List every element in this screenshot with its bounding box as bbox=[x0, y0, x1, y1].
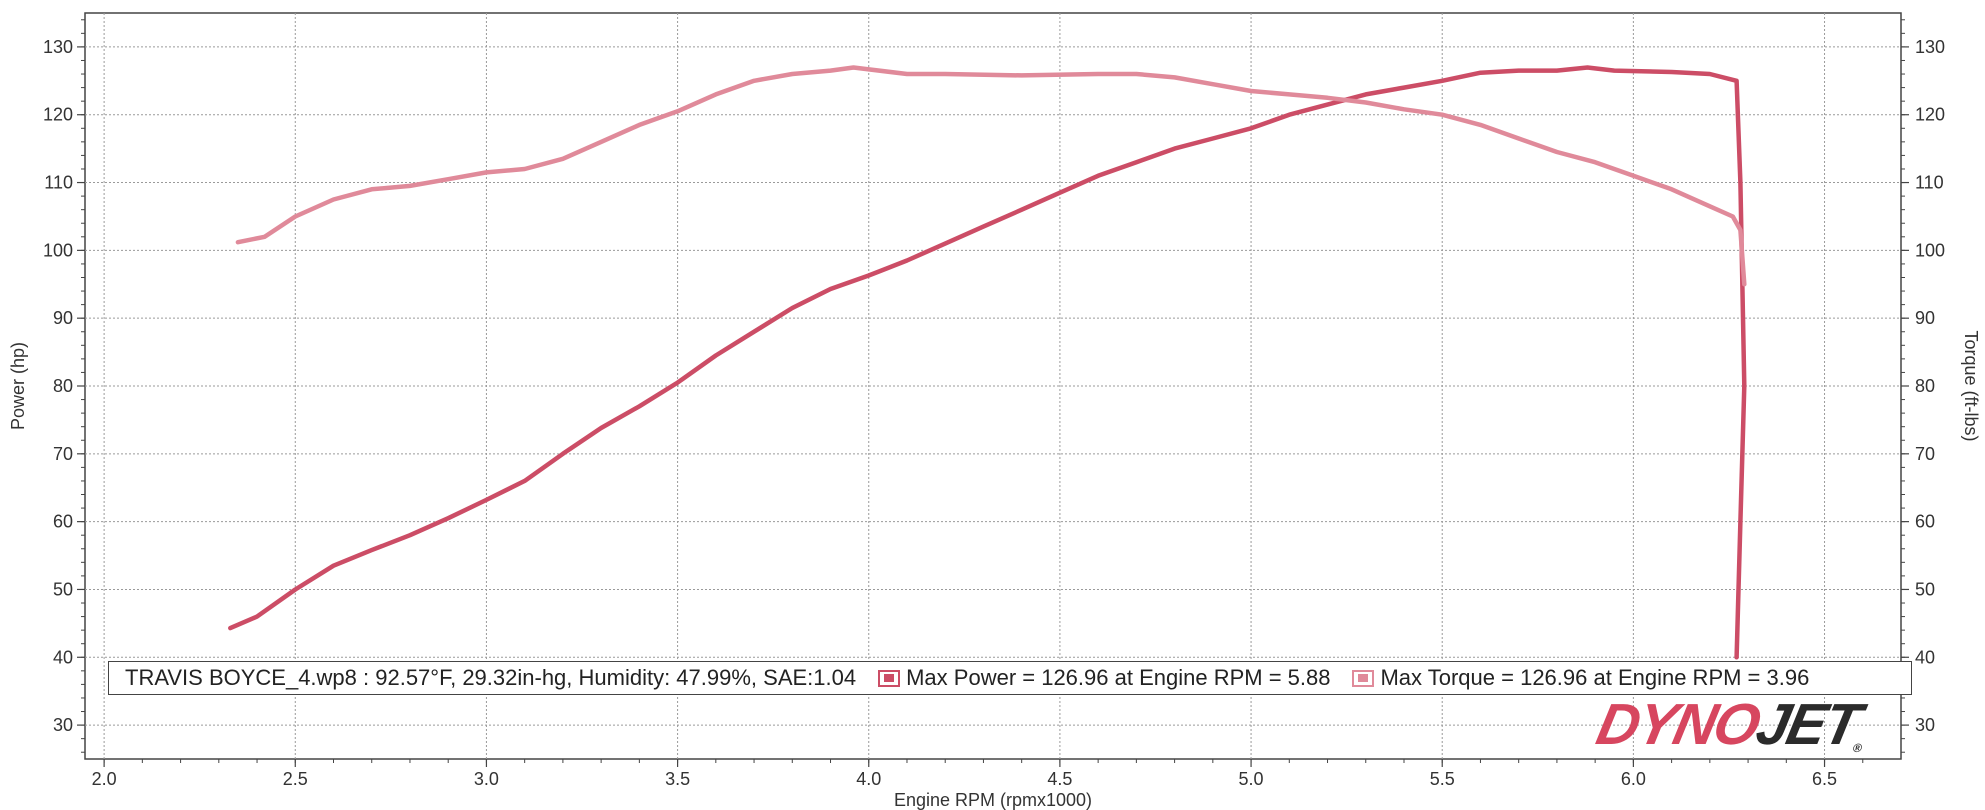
y-axis-ticks: 30 40 50 60 70 80 90 100 110 120 130 bbox=[43, 37, 85, 735]
y-tick-label: 110 bbox=[44, 173, 73, 193]
y-tick-label: 40 bbox=[53, 647, 73, 667]
legend-power-swatch bbox=[878, 669, 901, 687]
y-tick-label: 70 bbox=[53, 444, 73, 464]
x-tick-label: 5.0 bbox=[1239, 769, 1264, 789]
logo-dyno: DYNO bbox=[1591, 692, 1765, 757]
y2-axis-ticks: 30 40 50 60 70 80 90 100 110 120 130 bbox=[1901, 37, 1945, 735]
y-tick-label: 50 bbox=[53, 579, 73, 599]
logo-jet: JET bbox=[1750, 692, 1865, 757]
x-tick-label: 3.5 bbox=[665, 769, 690, 789]
legend-box: TRAVIS BOYCE_4.wp8 : 92.57°F, 29.32in-hg… bbox=[108, 661, 1912, 695]
y2-tick-label: 90 bbox=[1915, 308, 1935, 328]
legend-torque-label: Max Torque = 126.96 at Engine RPM = 3.96 bbox=[1380, 665, 1810, 690]
y-tick-label: 120 bbox=[43, 105, 73, 125]
x-axis-label: Engine RPM (rpmx1000) bbox=[894, 790, 1092, 810]
power-curve bbox=[228, 65, 1747, 660]
y2-tick-label: 50 bbox=[1915, 579, 1935, 599]
y2-tick-label: 100 bbox=[1915, 240, 1945, 260]
y2-tick-label: 60 bbox=[1915, 512, 1935, 532]
x-tick-label: 4.5 bbox=[1047, 769, 1072, 789]
y2-tick-label: 130 bbox=[1915, 37, 1945, 57]
y2-tick-label: 80 bbox=[1915, 376, 1935, 396]
x-tick-label: 4.0 bbox=[856, 769, 881, 789]
x-tick-label: 5.5 bbox=[1430, 769, 1455, 789]
series-group bbox=[228, 65, 1747, 660]
x-tick-label: 2.0 bbox=[92, 769, 117, 789]
y-tick-label: 60 bbox=[53, 512, 73, 532]
legend-power-label: Max Power = 126.96 at Engine RPM = 5.88 bbox=[906, 665, 1331, 690]
y-tick-label: 130 bbox=[43, 37, 73, 57]
x-tick-label: 6.0 bbox=[1621, 769, 1646, 789]
dynojet-logo: DYNOJET® bbox=[1591, 692, 1871, 757]
y-tick-label: 100 bbox=[43, 240, 73, 260]
grid-lines bbox=[85, 13, 1901, 759]
y2-tick-label: 30 bbox=[1915, 715, 1935, 735]
legend-power: Max Power = 126.96 at Engine RPM = 5.88 bbox=[878, 665, 1330, 691]
y2-tick-label: 120 bbox=[1915, 105, 1945, 125]
y-axis-label: Power (hp) bbox=[8, 342, 28, 430]
y2-axis-label: Torque (ft-lbs) bbox=[1961, 330, 1981, 441]
y-tick-label: 30 bbox=[53, 715, 73, 735]
x-tick-label: 6.5 bbox=[1812, 769, 1837, 789]
legend-torque-swatch bbox=[1352, 669, 1375, 687]
x-axis-ticks: 2.0 2.5 3.0 3.5 4.0 4.5 5.0 5.5 6.0 6.5 bbox=[92, 759, 1837, 789]
torque-curve bbox=[235, 65, 1747, 287]
x-tick-label: 3.0 bbox=[474, 769, 499, 789]
y2-tick-label: 40 bbox=[1915, 647, 1935, 667]
x-tick-label: 2.5 bbox=[283, 769, 308, 789]
y-tick-label: 90 bbox=[53, 308, 73, 328]
y2-tick-label: 70 bbox=[1915, 444, 1935, 464]
legend-torque: Max Torque = 126.96 at Engine RPM = 3.96 bbox=[1352, 665, 1809, 691]
y-tick-label: 80 bbox=[53, 376, 73, 396]
run-info: TRAVIS BOYCE_4.wp8 : 92.57°F, 29.32in-hg… bbox=[125, 665, 857, 690]
y2-tick-label: 110 bbox=[1915, 173, 1944, 193]
